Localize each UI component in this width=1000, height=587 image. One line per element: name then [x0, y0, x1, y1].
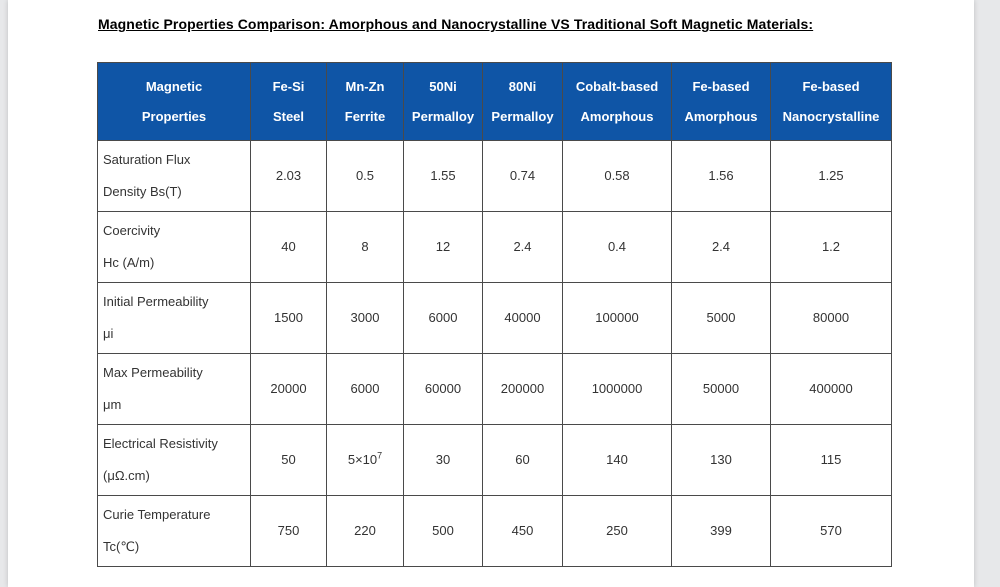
value-cell: 30: [403, 424, 483, 496]
value-cell: 2.03: [250, 140, 327, 212]
header-cell-3: 50Ni Permalloy: [403, 62, 483, 141]
value-cell: 0.4: [562, 211, 672, 283]
value-cell: 50: [250, 424, 327, 496]
header-cell-2: Mn-Zn Ferrite: [326, 62, 404, 141]
value-cell: 5000: [671, 282, 771, 354]
value-cell: 140: [562, 424, 672, 496]
value-cell: 400000: [770, 353, 892, 425]
value-cell: 220: [326, 495, 404, 567]
table-row: Initial Permeability μi 1500 3000 6000 40000 1…: [97, 282, 892, 354]
value-cell: 5×107: [326, 424, 404, 496]
row-label-cell: Initial Permeability μi: [97, 282, 251, 354]
table-row: Electrical Resistivity (μΩ.cm) 50 5×107 30 60…: [97, 424, 892, 496]
page-title: Magnetic Properties Comparison: Amorphou…: [98, 16, 814, 32]
value-cell: 50000: [671, 353, 771, 425]
header-cell-1: Fe-Si Steel: [250, 62, 327, 141]
value-cell: 250: [562, 495, 672, 567]
value-cell: 20000: [250, 353, 327, 425]
table-row: Max Permeability μm 20000 6000 60000 200000 10…: [97, 353, 892, 425]
value-cell: 100000: [562, 282, 672, 354]
row-label-cell: Saturation Flux Density Bs(T): [97, 140, 251, 212]
value-cell: 2.4: [482, 211, 563, 283]
table-row: Coercivity Hc (A/m) 40 8 12 2.4 0.4 2.4 1.2: [97, 211, 892, 283]
value-cell: 1500: [250, 282, 327, 354]
value-cell: 450: [482, 495, 563, 567]
value-cell: 3000: [326, 282, 404, 354]
table-header-row: Magnetic Properties Fe-Si Steel Mn-Zn Ferrite…: [97, 62, 892, 141]
magnetic-properties-table: Magnetic Properties Fe-Si Steel Mn-Zn Ferrite…: [97, 62, 892, 567]
value-cell: 40000: [482, 282, 563, 354]
row-label-cell: Coercivity Hc (A/m): [97, 211, 251, 283]
value-cell: 1000000: [562, 353, 672, 425]
row-label-cell: Max Permeability μm: [97, 353, 251, 425]
value-cell: 399: [671, 495, 771, 567]
value-cell: 0.74: [482, 140, 563, 212]
value-cell: 500: [403, 495, 483, 567]
value-cell: 0.58: [562, 140, 672, 212]
value-cell: 0.5: [326, 140, 404, 212]
header-cell-4: 80Ni Permalloy: [482, 62, 563, 141]
value-cell: 2.4: [671, 211, 771, 283]
value-cell: 80000: [770, 282, 892, 354]
value-cell: 1.56: [671, 140, 771, 212]
row-label-cell: Electrical Resistivity (μΩ.cm): [97, 424, 251, 496]
value-cell: 1.2: [770, 211, 892, 283]
value-cell: 200000: [482, 353, 563, 425]
value-cell: 6000: [403, 282, 483, 354]
value-cell: 750: [250, 495, 327, 567]
value-cell: 12: [403, 211, 483, 283]
value-cell: 60000: [403, 353, 483, 425]
header-cell-0: Magnetic Properties: [97, 62, 251, 141]
document-page: Magnetic Properties Comparison: Amorphou…: [8, 0, 974, 587]
value-cell: 60: [482, 424, 563, 496]
value-cell: 40: [250, 211, 327, 283]
table-row: Curie Temperature Tc(℃) 750 220 500 450 250 399…: [97, 495, 892, 567]
row-label-cell: Curie Temperature Tc(℃): [97, 495, 251, 567]
value-cell: 130: [671, 424, 771, 496]
value-cell: 6000: [326, 353, 404, 425]
header-cell-7: Fe-based Nanocrystalline: [770, 62, 892, 141]
value-cell: 1.55: [403, 140, 483, 212]
header-cell-6: Fe-based Amorphous: [671, 62, 771, 141]
value-cell: 115: [770, 424, 892, 496]
value-cell: 1.25: [770, 140, 892, 212]
table-row: Saturation Flux Density Bs(T) 2.03 0.5 1.55 0…: [97, 140, 892, 212]
header-cell-5: Cobalt-based Amorphous: [562, 62, 672, 141]
value-cell: 570: [770, 495, 892, 567]
value-cell: 8: [326, 211, 404, 283]
